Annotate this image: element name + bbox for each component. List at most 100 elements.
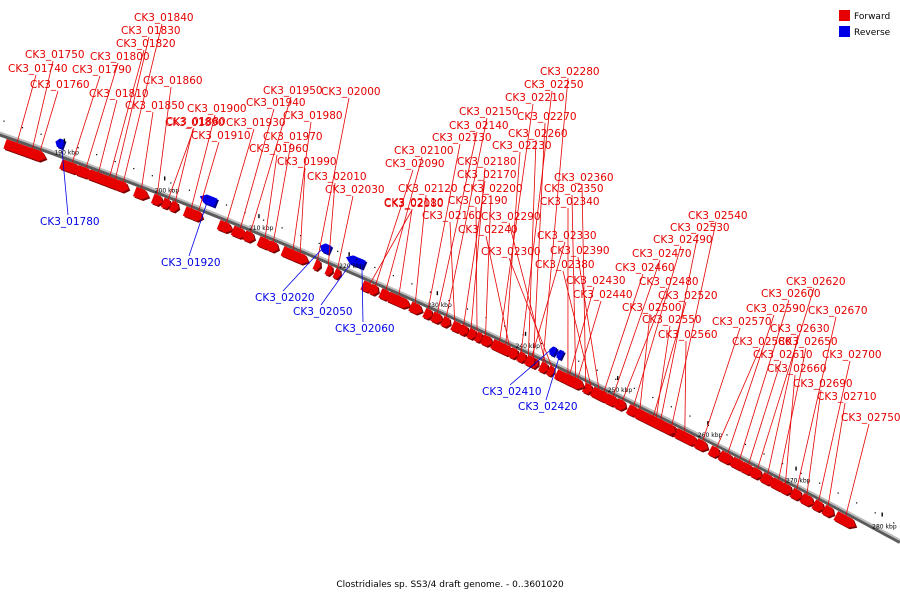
gene-leader-line: [425, 143, 461, 319]
gene-arrow: [779, 482, 794, 497]
gene-arrow-body: [190, 209, 203, 222]
gene-label: CK3_01970: [263, 131, 323, 143]
gene-label: CK3_02030: [325, 184, 385, 196]
minor-tick: [893, 522, 895, 524]
gene-label: CK3_01800: [90, 51, 150, 63]
tick-label: 240 kbp: [516, 343, 541, 350]
gene-arrow-body: [466, 327, 477, 340]
gene-label: CK3_02440: [573, 289, 633, 301]
gene-leader-line: [736, 299, 790, 470]
gene-label: CK3_02020: [255, 292, 315, 304]
gene-label: CK3_02300: [481, 246, 541, 258]
gene-arrow: [355, 258, 368, 271]
gene-label: CK3_01900: [187, 103, 247, 115]
gene-label: CK3_02690: [793, 378, 853, 390]
gene-label: CK3_02620: [786, 276, 846, 288]
minor-tick: [151, 175, 153, 177]
gene-leader-line: [247, 96, 292, 242]
minor-tick: [300, 235, 302, 237]
gene-arrow: [749, 466, 764, 481]
minor-tick: [744, 443, 747, 446]
gene-arrow-body: [799, 493, 814, 506]
gene-label: CK3_01820: [116, 38, 176, 50]
gene-arrow-body: [360, 280, 373, 293]
gene-leader-line: [461, 180, 486, 336]
gene-arrow: [799, 493, 816, 508]
gene-arrow-body: [625, 404, 638, 417]
minor-tick: [207, 196, 209, 199]
gene-label: CK3_01810: [89, 88, 149, 100]
labels-layer: CK3_01740CK3_01750CK3_01760CK3_01790CK3_…: [8, 12, 900, 526]
gene-arrow-body: [693, 438, 708, 452]
gene-arrow: [408, 301, 424, 316]
gene-label: CK3_02410: [482, 386, 542, 398]
gene-leader-line: [805, 389, 822, 506]
gene-leader-line: [654, 325, 671, 428]
gene-label: CK3_02290: [481, 211, 541, 223]
gene-label: CK3_02650: [778, 336, 838, 348]
gene-label: CK3_02430: [566, 275, 626, 287]
legend-reverse-label: Reverse: [854, 28, 891, 38]
gene-label: CK3_02150: [459, 106, 519, 118]
gene-label: CK3_02610: [753, 349, 813, 361]
gene-label: CK3_02270: [517, 111, 577, 123]
minor-tick: [707, 424, 710, 427]
minor-tick: [225, 204, 228, 206]
gene-label: CK3_01830: [121, 25, 181, 37]
gene-leader-line: [371, 169, 414, 295]
gene-label: CK3_02120: [398, 183, 458, 195]
gene-arrow-body: [355, 258, 366, 270]
gene-label: CK3_01960: [249, 143, 309, 155]
gene-arrow-body: [673, 428, 698, 446]
legend-forward-label: Forward: [854, 12, 890, 22]
gene-arrow-body: [59, 159, 81, 174]
gene-leader-line: [684, 340, 687, 443]
gene-leader-line: [532, 122, 546, 369]
minor-tick: [800, 472, 802, 474]
minor-tick: [596, 369, 598, 371]
gene-leader-line: [413, 194, 427, 314]
minor-tick: [133, 167, 135, 170]
minor-tick: [652, 396, 654, 399]
gene-leader-line: [699, 327, 741, 451]
minor-tick: [411, 283, 413, 285]
gene-leader-line: [562, 270, 595, 398]
gene-label: CK3_01930: [226, 117, 286, 129]
gene-arrow: [30, 148, 48, 163]
gene-label: CK3_01790: [72, 64, 132, 76]
gene-leader-line: [581, 183, 587, 394]
gene-label: CK3_01910: [191, 130, 251, 142]
gene-label: CK3_02080: [384, 198, 444, 210]
minor-tick: [856, 502, 858, 504]
gene-label: CK3_02600: [761, 288, 821, 300]
gene-arrow-body: [368, 283, 379, 296]
gene-leader-line: [794, 316, 837, 500]
gene-arrow-body: [30, 148, 46, 162]
gene-label: CK3_02360: [554, 172, 614, 184]
gene-arrow: [199, 194, 219, 209]
gene-label: CK3_02110: [384, 197, 444, 209]
gene-leader-line: [638, 313, 651, 420]
gene-arrow-body: [216, 219, 233, 233]
gene-label: CK3_02170: [457, 169, 517, 181]
gene-label: CK3_02140: [449, 120, 509, 132]
gene-leader-line: [327, 182, 336, 276]
gene-label: CK3_01850: [125, 100, 185, 112]
gene-label: CK3_01990: [277, 156, 337, 168]
gene-leader-line: [475, 206, 478, 343]
minor-tick: [763, 453, 765, 455]
minor-tick: [40, 133, 42, 135]
tick-label: 250 kbp: [608, 387, 633, 394]
genes-layer: [3, 138, 858, 530]
tick-label: 260 kbp: [698, 432, 723, 439]
gene-label: CK3_01890: [165, 117, 225, 129]
gene-arrow-body: [516, 351, 527, 363]
gene-arrow: [717, 450, 736, 466]
gene-arrow: [324, 264, 334, 278]
gene-arrow: [693, 438, 710, 453]
gene-leader-line: [188, 114, 216, 219]
gene-leader-line: [320, 256, 357, 306]
gene-arrow: [480, 334, 494, 348]
gene-arrow-body: [199, 194, 218, 208]
